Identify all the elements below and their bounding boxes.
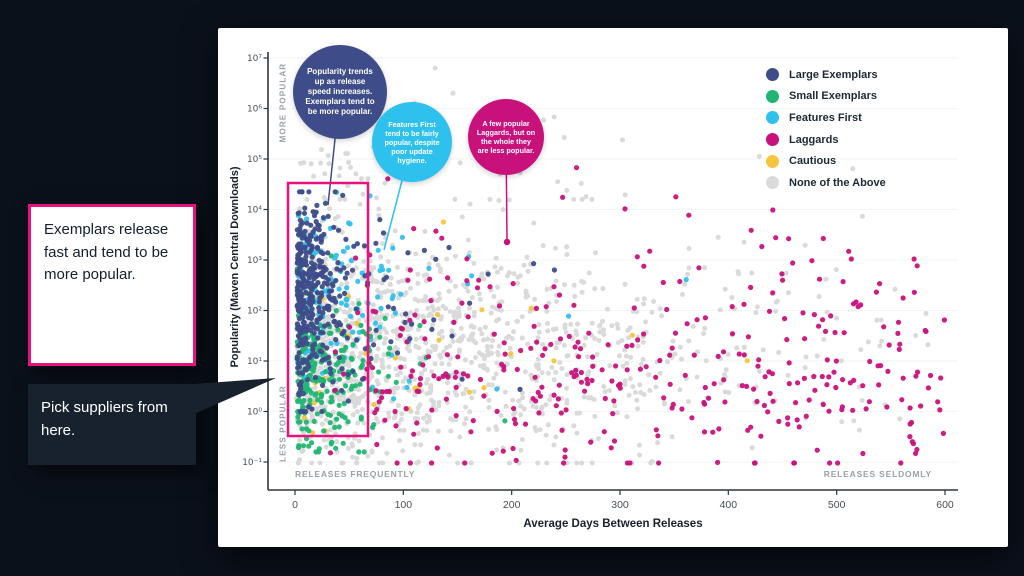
svg-text:10⁵: 10⁵	[247, 155, 262, 165]
svg-text:10⁰: 10⁰	[247, 408, 262, 418]
legend-item-none-of-the-above: None of the Above	[766, 172, 886, 194]
legend-swatch	[766, 154, 779, 168]
exemplars-note-text: Exemplars release fast and tend to be mo…	[44, 221, 169, 283]
svg-text:0: 0	[292, 499, 298, 511]
svg-text:10³: 10³	[247, 256, 262, 266]
legend-item-small-exemplars: Small Exemplars	[766, 86, 886, 108]
less-popular-label: LESS POPULAR	[278, 385, 288, 462]
svg-text:100: 100	[395, 499, 413, 511]
svg-text:400: 400	[720, 499, 738, 511]
callout-popularity-trends-bubble: Popularity trends up as release speed in…	[293, 45, 387, 139]
legend-swatch	[766, 133, 779, 147]
legend-label: None of the Above	[789, 176, 886, 189]
legend-swatch	[766, 111, 779, 125]
svg-text:200: 200	[503, 499, 521, 511]
legend-label: Features First	[789, 111, 862, 124]
callout-laggards-bubble: A few popular Laggards, but on the whole…	[468, 99, 544, 175]
more-popular-label: MORE POPULAR	[278, 62, 288, 143]
svg-text:300: 300	[611, 499, 629, 511]
svg-text:500: 500	[828, 499, 846, 511]
legend-swatch	[766, 89, 779, 103]
pick-suppliers-note-text: Pick suppliers from here.	[41, 399, 168, 439]
legend-swatch	[766, 68, 779, 82]
svg-text:600: 600	[936, 499, 954, 511]
legend-label: Cautious	[789, 155, 837, 168]
exemplars-note-box: Exemplars release fast and tend to be mo…	[28, 204, 196, 366]
releases-frequently-label: RELEASES FREQUENTLY	[295, 469, 416, 479]
svg-text:10¹: 10¹	[247, 357, 262, 367]
legend: Large Exemplars Small Exemplars Features…	[766, 64, 886, 194]
x-axis-title: Average Days Between Releases	[523, 518, 703, 530]
legend-item-cautious: Cautious	[766, 150, 886, 172]
releases-seldomly-label: RELEASES SELDOMLY	[823, 469, 932, 479]
svg-text:10⁶: 10⁶	[247, 105, 262, 115]
pick-suppliers-note-box: Pick suppliers from here.	[28, 384, 196, 465]
legend-swatch	[766, 176, 779, 190]
legend-label: Laggards	[789, 133, 839, 146]
y-axis-title: Popularity (Maven Central Downloads)	[229, 166, 241, 368]
legend-item-features-first: Features First	[766, 107, 886, 129]
pick-note-pointer-tail	[194, 378, 276, 414]
legend-label: Small Exemplars	[789, 90, 878, 103]
legend-item-large-exemplars: Large Exemplars	[766, 64, 886, 86]
legend-label: Large Exemplars	[789, 68, 878, 81]
svg-text:10⁴: 10⁴	[247, 206, 262, 216]
scatter-plot: 10⁻¹ 10⁰ 10¹ 10² 10³ 10⁴ 10⁵ 10⁶ 10⁷ 0 100 200 300 40…	[242, 52, 958, 511]
callout-features-first-bubble: Features First tend to be fairly popular…	[372, 102, 452, 182]
svg-text:10⁻¹: 10⁻¹	[242, 458, 262, 468]
slide: 10⁻¹ 10⁰ 10¹ 10² 10³ 10⁴ 10⁵ 10⁶ 10⁷ 0 100 200 300 40…	[218, 28, 1008, 547]
svg-text:10²: 10²	[247, 307, 262, 317]
svg-text:10⁷: 10⁷	[247, 54, 262, 64]
legend-item-laggards: Laggards	[766, 129, 886, 151]
